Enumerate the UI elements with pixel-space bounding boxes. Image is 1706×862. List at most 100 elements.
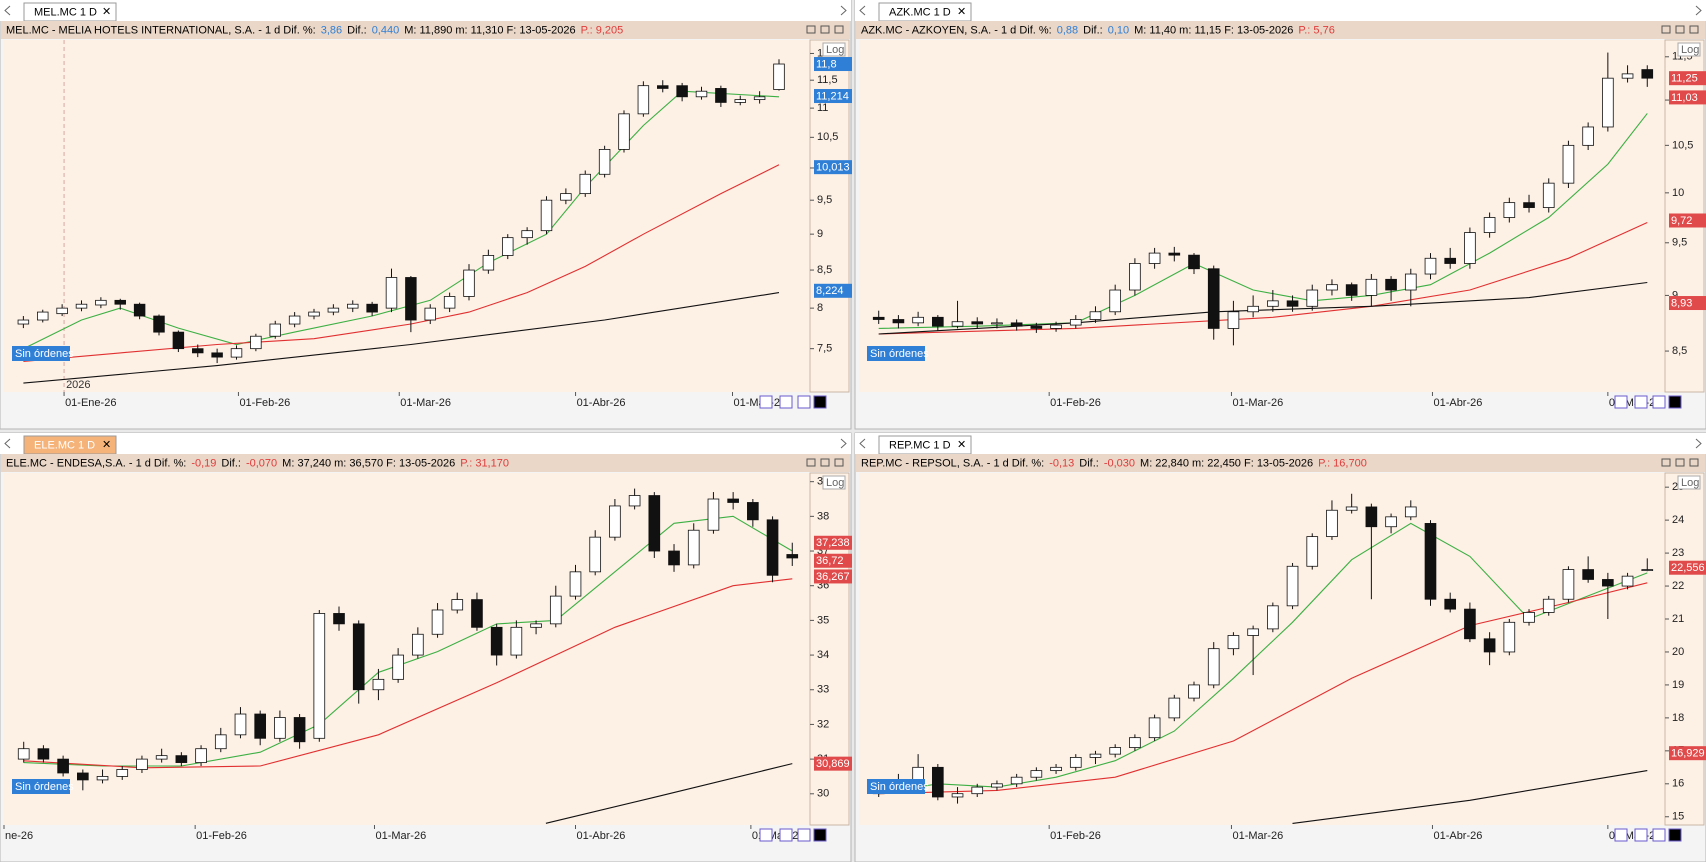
scroll-right[interactable] — [1695, 5, 1702, 16]
candle-body — [1365, 278, 1378, 296]
candle-body — [932, 316, 944, 327]
candle-body — [609, 505, 621, 538]
candle-body — [502, 237, 514, 256]
header-field: P.: 16,700 — [1318, 457, 1367, 469]
y-tick-label: 8,5 — [817, 264, 832, 276]
chart-header: REP.MC - REPSOL, S.A. - 1 d Dif. %: -0,13… — [861, 457, 1367, 469]
toolbar-pin[interactable] — [1652, 828, 1666, 842]
y-tick-label: 24 — [1672, 514, 1684, 526]
candle-body — [155, 755, 168, 760]
y-tick-label: 11,5 — [817, 74, 838, 86]
log-button[interactable] — [822, 475, 846, 490]
candle-body — [951, 321, 964, 327]
price-tag-label: 9,72 — [1671, 215, 1692, 227]
x-tick-label: 01-Abr-26 — [1433, 830, 1482, 842]
toolbar-save[interactable] — [779, 828, 793, 842]
window-restore[interactable] — [820, 458, 830, 467]
price-tag — [814, 756, 852, 771]
window-restore[interactable] — [1675, 458, 1685, 467]
candle-body — [1247, 305, 1259, 313]
moving-average — [545, 763, 793, 824]
window-close[interactable] — [1689, 458, 1699, 467]
candle-body — [618, 113, 630, 150]
candle-body — [1306, 289, 1319, 307]
candle-body — [971, 786, 984, 795]
log-button[interactable] — [1677, 475, 1701, 490]
tab-close[interactable]: ✕ — [957, 6, 966, 18]
order-badge-label: Sin órdenes — [15, 348, 74, 360]
candle-body — [1464, 608, 1476, 640]
scroll-left[interactable] — [4, 438, 11, 449]
x-tick-label: 01-Abr-26 — [576, 830, 625, 842]
plot-area — [4, 40, 810, 392]
scroll-right[interactable] — [840, 5, 847, 16]
toolbar-auto[interactable] — [1614, 395, 1628, 409]
y-tick-label: 9 — [817, 228, 823, 240]
toolbar-color[interactable] — [1668, 395, 1682, 409]
candle-body — [490, 626, 503, 656]
candle-body — [37, 311, 49, 321]
chart-window: ELE.MC 1 D ✕ ELE.MC - ENDESA,S.A. - 1 d Di… — [0, 432, 852, 862]
candle-body — [250, 335, 262, 350]
moving-average — [23, 90, 780, 350]
window-close[interactable] — [834, 458, 844, 467]
candle-body — [1523, 612, 1535, 623]
scroll-left[interactable] — [859, 438, 866, 449]
toolbar-save[interactable] — [1634, 828, 1648, 842]
chart-header: ELE.MC - ENDESA,S.A. - 1 d Dif. %: -0,19 D… — [6, 457, 509, 469]
window-minimize[interactable] — [1661, 458, 1671, 467]
tab-close[interactable]: ✕ — [102, 439, 111, 451]
toolbar-pin[interactable] — [797, 828, 811, 842]
toolbar-auto[interactable] — [759, 395, 773, 409]
window-close[interactable] — [834, 25, 844, 34]
toolbar-color[interactable] — [1668, 828, 1682, 842]
candle-body — [715, 88, 727, 103]
price-tag — [814, 160, 852, 175]
candle-body — [230, 348, 243, 358]
candle-body — [1562, 144, 1575, 184]
toolbar-color[interactable] — [813, 395, 827, 409]
scroll-left[interactable] — [4, 5, 11, 16]
header-field: 0,88 — [1057, 24, 1078, 36]
tab-close[interactable]: ✕ — [957, 439, 966, 451]
window-minimize[interactable] — [806, 458, 816, 467]
candle-body — [1503, 621, 1516, 653]
tab-label: AZK.MC 1 D — [889, 6, 951, 18]
header-field: M: 37,240 m: 36,570 F: 13-05-2026 — [282, 457, 455, 469]
toolbar-save[interactable] — [779, 395, 793, 409]
toolbar-auto[interactable] — [1614, 828, 1628, 842]
candle-body — [1444, 257, 1457, 264]
window-minimize[interactable] — [806, 25, 816, 34]
toolbar-save[interactable] — [1634, 395, 1648, 409]
scroll-right[interactable] — [840, 438, 847, 449]
candle-body — [727, 498, 739, 503]
toolbar-auto[interactable] — [759, 828, 773, 842]
y-tick-label: 20 — [1672, 646, 1684, 658]
candle-body — [753, 96, 766, 101]
tab-close[interactable]: ✕ — [102, 6, 111, 18]
candle-body — [530, 623, 542, 628]
scroll-left[interactable] — [859, 5, 866, 16]
window-minimize[interactable] — [1661, 25, 1671, 34]
candle-body — [1010, 322, 1023, 327]
chart-header: AZK.MC - AZKOYEN, S.A. - 1 d Dif. %: 0,88… — [861, 24, 1335, 36]
toolbar-pin[interactable] — [797, 395, 811, 409]
candle-body — [687, 529, 700, 566]
window-restore[interactable] — [820, 25, 830, 34]
candle-body — [1286, 300, 1299, 307]
y-tick-label: 8 — [817, 302, 823, 314]
y-tick-label: 7,5 — [817, 343, 832, 355]
log-button[interactable] — [822, 42, 846, 57]
window-restore[interactable] — [1675, 25, 1685, 34]
candle-body — [288, 315, 301, 325]
window-close[interactable] — [1689, 25, 1699, 34]
candle-body — [1621, 73, 1634, 79]
candle-body — [1542, 598, 1555, 613]
scroll-right[interactable] — [1695, 438, 1702, 449]
plot-marks — [17, 40, 785, 392]
toolbar-color[interactable] — [813, 828, 827, 842]
plot-marks — [872, 52, 1654, 346]
log-button[interactable] — [1677, 42, 1701, 57]
toolbar-pin[interactable] — [1652, 395, 1666, 409]
